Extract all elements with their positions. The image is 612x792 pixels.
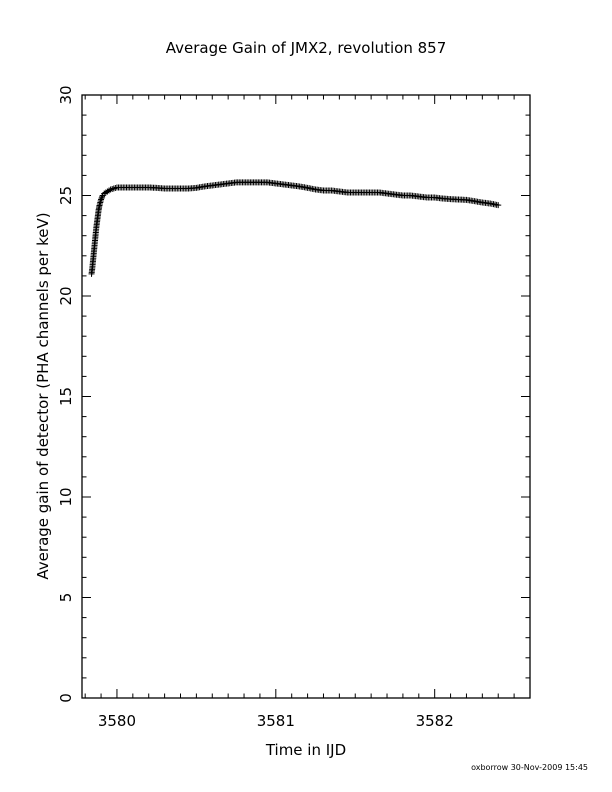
x-tick-labels: 3580 3581 3582 (98, 712, 454, 730)
x-tick-label: 3582 (416, 712, 454, 730)
y-tick-label: 0 (57, 693, 75, 703)
y-axis-label: Average gain of detector (PHA channels p… (34, 212, 52, 579)
x-tick-label: 3580 (98, 712, 136, 730)
data-point (112, 184, 119, 191)
axis-ticks (82, 94, 531, 699)
x-tick-label: 3581 (257, 712, 295, 730)
y-tick-label: 10 (57, 487, 75, 506)
footer-stamp: oxborrow 30-Nov-2009 15:45 (471, 763, 588, 772)
x-axis-label: Time in IJD (265, 741, 346, 759)
chart-title: Average Gain of JMX2, revolution 857 (166, 39, 447, 57)
data-point (99, 193, 106, 200)
data-point (98, 196, 105, 203)
y-tick-label: 5 (57, 593, 75, 603)
y-tick-label: 30 (57, 85, 75, 104)
y-tick-label: 20 (57, 286, 75, 305)
y-tick-labels: 0 5 10 15 20 25 30 (57, 85, 75, 702)
y-tick-label: 15 (57, 387, 75, 406)
data-point (98, 195, 105, 202)
y-tick-label: 25 (57, 186, 75, 205)
data-points (88, 179, 502, 277)
data-point (495, 202, 502, 209)
